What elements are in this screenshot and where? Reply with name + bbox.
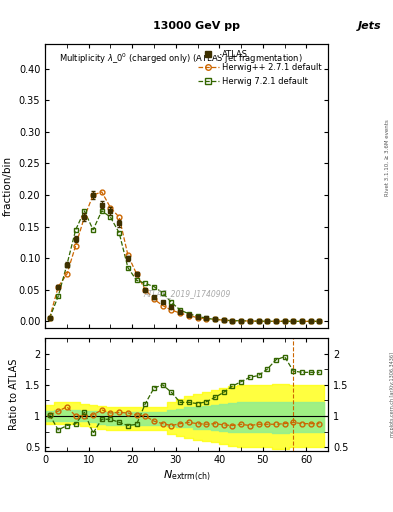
Text: Multiplicity $\lambda\_0^0$ (charged only) (ATLAS jet fragmentation): Multiplicity $\lambda\_0^0$ (charged onl… [59, 52, 303, 67]
Legend: ATLAS, Herwig++ 2.7.1 default, Herwig 7.2.1 default: ATLAS, Herwig++ 2.7.1 default, Herwig 7.… [195, 48, 324, 88]
Y-axis label: Ratio to ATLAS: Ratio to ATLAS [9, 358, 19, 430]
Text: 13000 GeV pp: 13000 GeV pp [153, 20, 240, 31]
Text: mcplots.cern.ch [arXiv:1306.3436]: mcplots.cern.ch [arXiv:1306.3436] [390, 352, 393, 437]
Text: ATLAS_2019_I1740909: ATLAS_2019_I1740909 [143, 289, 230, 298]
X-axis label: $N_{\mathrm{extrm(ch)}}$: $N_{\mathrm{extrm(ch)}}$ [163, 468, 211, 483]
Y-axis label: fraction/bin: fraction/bin [3, 156, 13, 216]
Text: Rivet 3.1.10, ≥ 3.6M events: Rivet 3.1.10, ≥ 3.6M events [385, 119, 389, 196]
Text: Jets: Jets [358, 20, 381, 31]
